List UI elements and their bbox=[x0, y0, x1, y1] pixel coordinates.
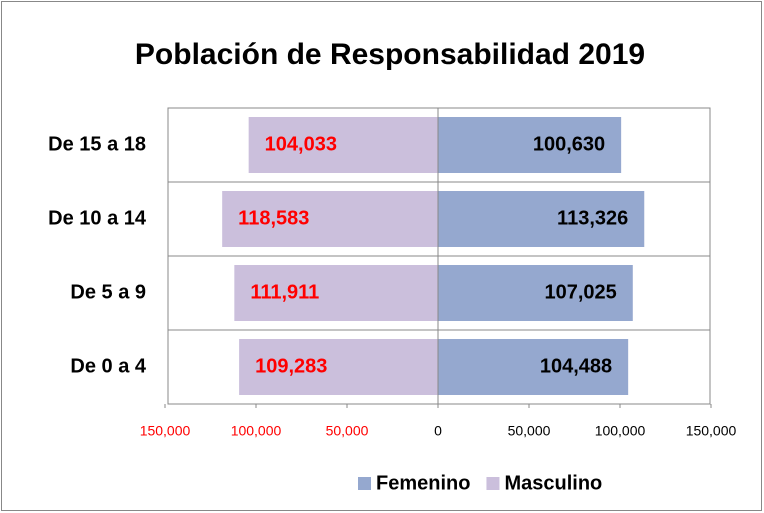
x-tick-label: 50,000 bbox=[326, 423, 369, 439]
x-tick-label: 150,000 bbox=[140, 423, 191, 439]
data-label: 100,630 bbox=[533, 133, 605, 155]
x-tick-label: 0 bbox=[434, 423, 442, 439]
bar bbox=[438, 191, 645, 247]
category-label: De 0 a 4 bbox=[70, 355, 146, 377]
data-label: 111,911 bbox=[250, 281, 319, 303]
legend-swatch bbox=[358, 477, 371, 490]
data-label: 107,025 bbox=[544, 281, 616, 303]
legend-label: Masculino bbox=[504, 472, 602, 494]
bar bbox=[438, 265, 633, 321]
bar bbox=[239, 339, 438, 395]
data-label: 113,326 bbox=[557, 207, 628, 229]
legend-label: Femenino bbox=[376, 472, 470, 494]
category-label: De 5 a 9 bbox=[70, 281, 146, 303]
x-tick-label: 100,000 bbox=[595, 423, 646, 439]
x-tick-label: 150,000 bbox=[686, 423, 737, 439]
x-tick-label: 100,000 bbox=[231, 423, 282, 439]
bar bbox=[438, 117, 622, 173]
data-label: 118,583 bbox=[238, 207, 309, 229]
data-label: 109,283 bbox=[255, 355, 327, 377]
chart-title: Población de Responsabilidad 2019 bbox=[135, 38, 645, 71]
legend-swatch bbox=[486, 477, 500, 490]
bar bbox=[222, 191, 438, 247]
bar bbox=[438, 339, 629, 395]
category-label: De 15 a 18 bbox=[48, 133, 146, 155]
bar bbox=[234, 265, 438, 321]
data-label: 104,488 bbox=[540, 355, 612, 377]
x-tick-label: 50,000 bbox=[508, 423, 551, 439]
category-label: De 10 a 14 bbox=[48, 207, 147, 229]
bar bbox=[248, 117, 438, 173]
data-label: 104,033 bbox=[265, 133, 337, 155]
